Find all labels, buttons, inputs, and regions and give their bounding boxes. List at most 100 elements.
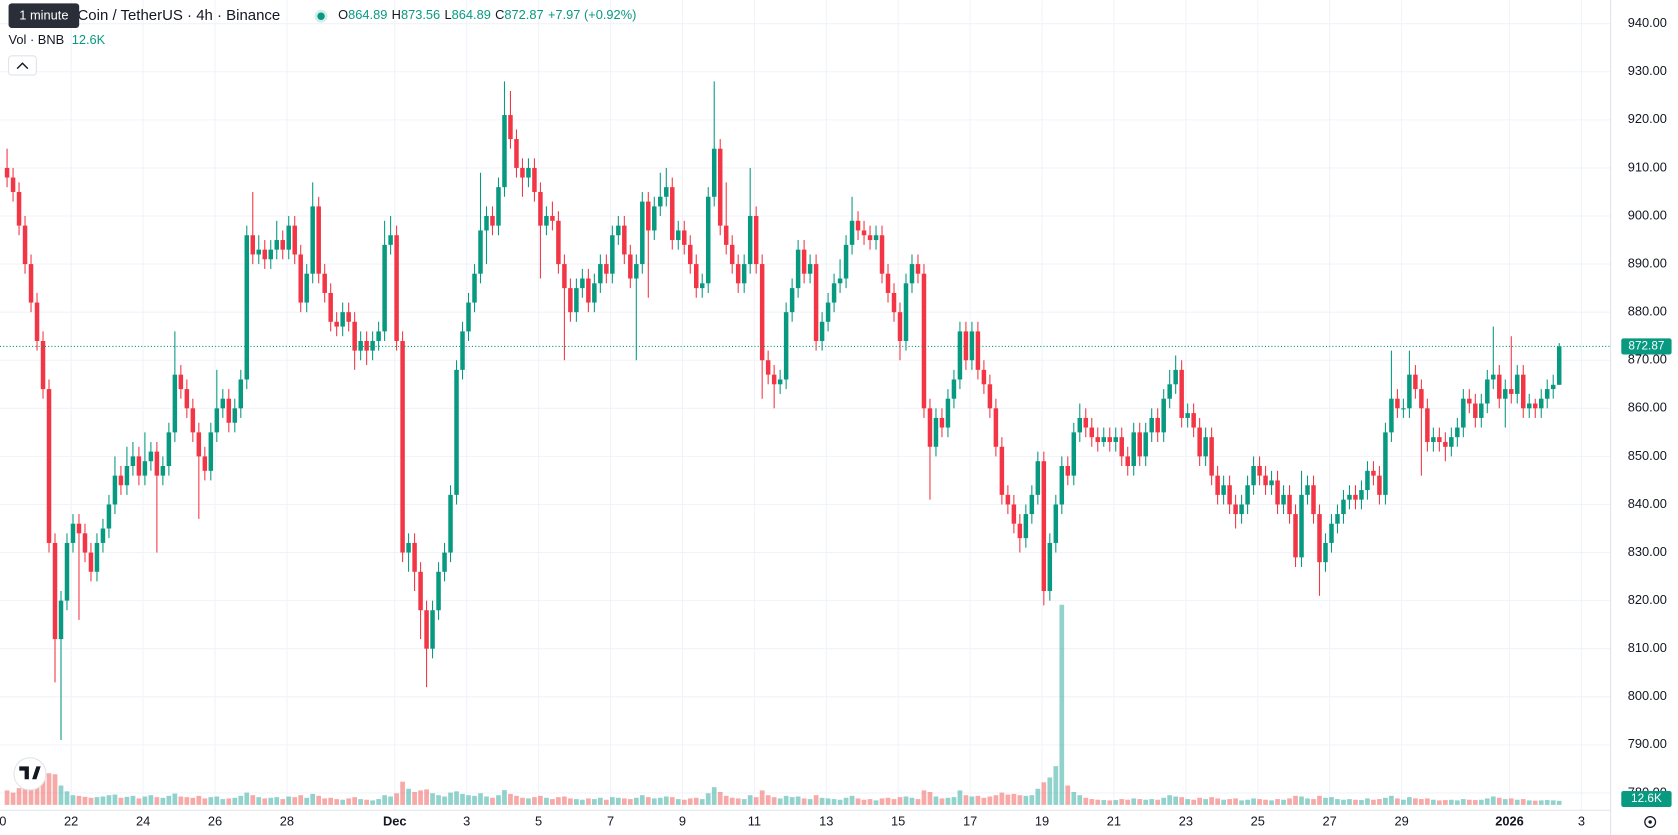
- candle-body: [1215, 475, 1220, 495]
- candle-body: [1532, 403, 1538, 409]
- volume-bar: [190, 797, 196, 805]
- volume-bar: [1377, 799, 1382, 805]
- candle-body: [1209, 437, 1214, 476]
- volume-bar: [753, 797, 759, 805]
- volume-bar: [963, 795, 969, 805]
- volume-bar: [915, 799, 921, 805]
- candle-body: [891, 292, 897, 313]
- x-tick-label: 3: [463, 813, 470, 828]
- candle-body: [256, 249, 262, 255]
- candle-body: [1544, 389, 1550, 399]
- candle-body: [1077, 417, 1083, 433]
- volume-bar: [789, 797, 795, 805]
- candle-body: [1556, 346, 1562, 385]
- candle-body: [244, 235, 250, 380]
- candle-body: [1221, 485, 1226, 495]
- candle-body: [987, 384, 993, 409]
- volume-bar: [1215, 798, 1220, 805]
- y-tick-label: 900.00: [1628, 207, 1667, 222]
- candle-body: [1550, 384, 1556, 390]
- volume-bar: [1131, 798, 1137, 805]
- candle-body: [286, 225, 291, 250]
- candle-body: [268, 249, 273, 260]
- volume-bar: [250, 795, 256, 805]
- candle-body: [921, 273, 927, 409]
- candle-body: [1395, 398, 1400, 409]
- settings-icon-center: [1648, 820, 1652, 824]
- candle-body: [364, 341, 369, 351]
- candle-body: [1011, 504, 1017, 524]
- volume-bar: [394, 793, 399, 805]
- candle-body: [1407, 374, 1412, 409]
- candle-body: [196, 432, 202, 457]
- volume-bar: [855, 798, 861, 805]
- volume-bar: [999, 792, 1005, 805]
- candle-body: [148, 451, 154, 462]
- volume-bar: [801, 798, 807, 805]
- volume-bar: [1227, 799, 1232, 805]
- candle-body: [939, 417, 945, 428]
- volume-bar: [568, 798, 573, 805]
- candle-body: [130, 456, 136, 467]
- candle-body: [849, 220, 855, 245]
- candle-body: [310, 206, 315, 274]
- volume-bar: [777, 798, 783, 805]
- candle-body: [604, 264, 609, 274]
- candle-body: [1275, 480, 1280, 505]
- candle-body: [334, 321, 339, 327]
- volume-bar: [837, 799, 843, 805]
- candle-body: [10, 177, 16, 192]
- volume-bar: [244, 792, 250, 805]
- volume-bar: [454, 791, 459, 805]
- volume-bar: [64, 791, 70, 805]
- candle-body: [1101, 437, 1107, 442]
- x-tick-label: 9: [679, 813, 686, 828]
- candle-body: [532, 167, 537, 192]
- candle-body: [1173, 369, 1178, 385]
- volume-bar: [1508, 798, 1514, 805]
- volume-bar: [166, 795, 172, 805]
- volume-bar: [550, 799, 555, 805]
- volume-bar: [562, 796, 567, 805]
- collapse-button[interactable]: [8, 55, 37, 76]
- candle-body: [741, 264, 747, 284]
- volume-bar: [214, 796, 220, 805]
- volume-bar: [1263, 799, 1268, 805]
- volume-bar: [286, 796, 292, 805]
- settings-icon[interactable]: [1644, 816, 1657, 829]
- volume-bar: [526, 798, 531, 805]
- candle-body: [735, 264, 741, 284]
- volume-bar: [1311, 799, 1316, 805]
- candle-body: [64, 542, 70, 601]
- volume-bar: [460, 793, 465, 805]
- candle-body: [304, 273, 309, 303]
- candle-body: [717, 148, 723, 226]
- candle-body: [544, 216, 549, 226]
- x-tick-label: 29: [1394, 813, 1408, 828]
- x-tick-label: 3: [1578, 813, 1585, 828]
- candle-body: [1377, 475, 1382, 495]
- candle-body: [1179, 369, 1184, 418]
- candle-body: [1317, 514, 1322, 563]
- volume-bar: [1221, 799, 1226, 805]
- candle-body: [70, 523, 76, 543]
- volume-bar: [705, 793, 711, 805]
- candle-body: [1413, 374, 1418, 390]
- volume-bar: [220, 799, 226, 805]
- candle-body: [166, 432, 172, 467]
- volume-bar: [358, 799, 363, 805]
- candle-body: [951, 379, 957, 399]
- volume-bar: [1047, 777, 1053, 805]
- candle-body: [1005, 494, 1011, 505]
- volume-bar: [292, 797, 298, 805]
- volume-bar: [418, 790, 423, 805]
- volume-bar: [442, 796, 447, 805]
- volume-bar: [1059, 604, 1065, 805]
- volume-bar: [1496, 797, 1502, 805]
- volume-bar: [693, 797, 699, 805]
- candle-body: [1197, 427, 1202, 457]
- y-tick-label: 860.00: [1628, 400, 1667, 415]
- candle-body: [1365, 470, 1370, 491]
- volume-bar: [1437, 800, 1442, 805]
